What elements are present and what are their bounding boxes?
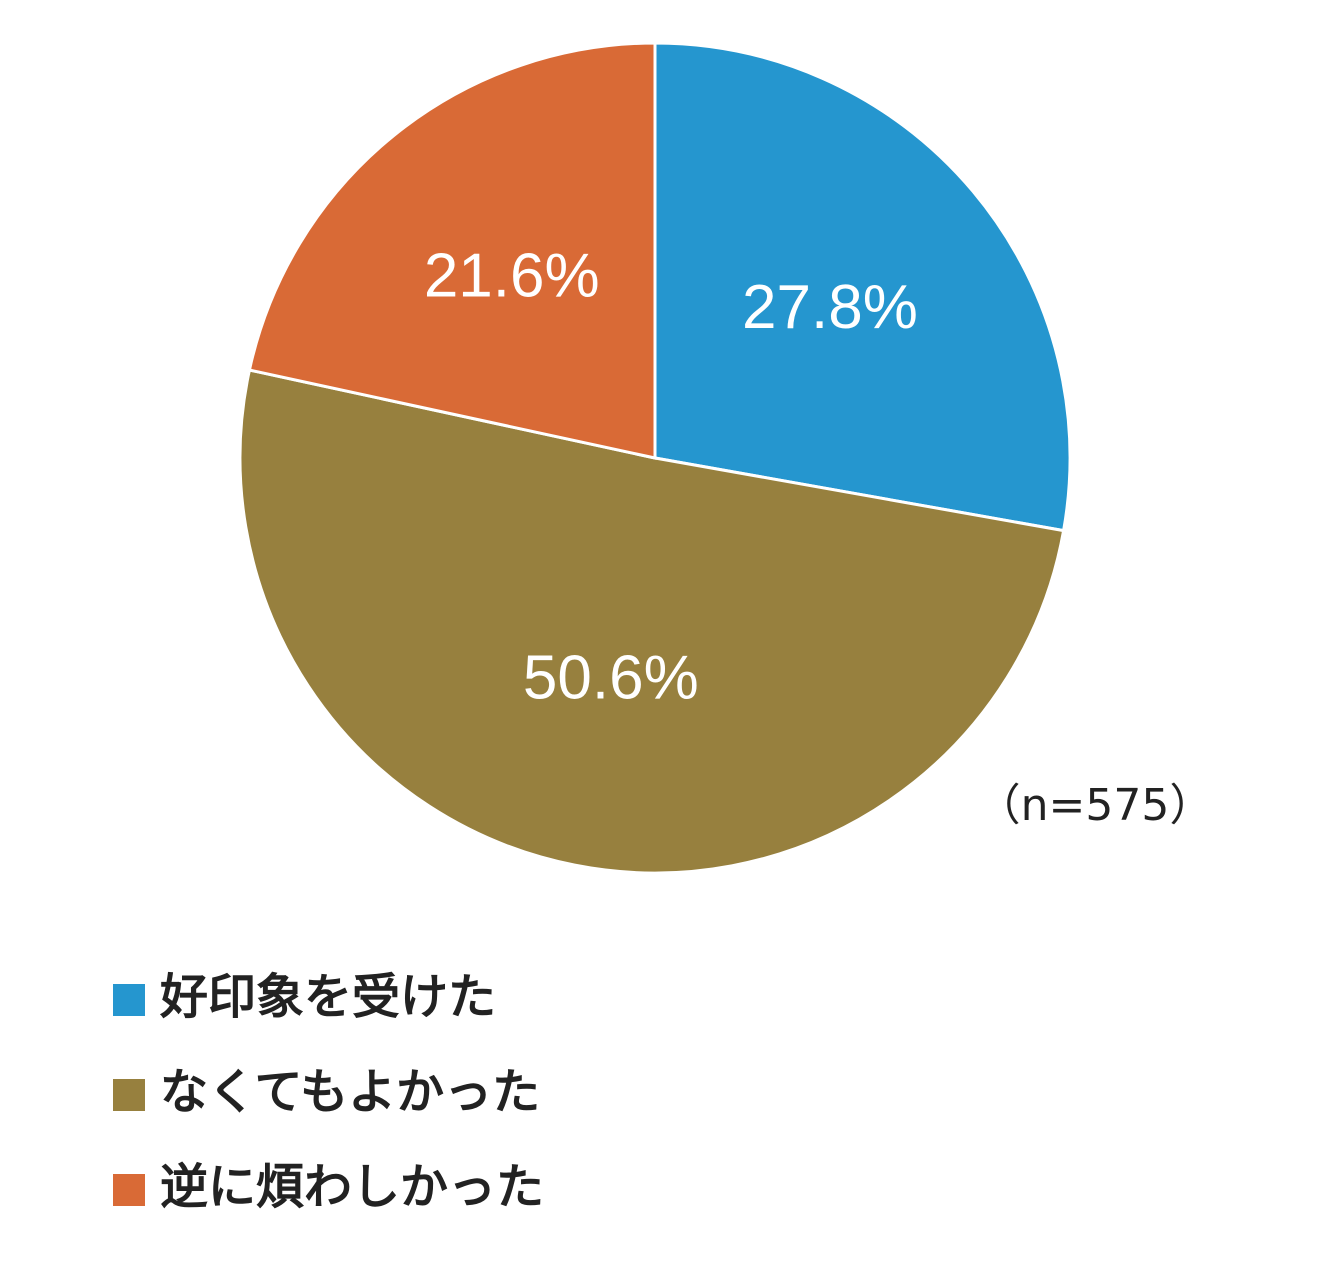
legend-label: なくてもよかった [160,1064,540,1120]
value-label: 27.8% [742,273,918,342]
value-label: 21.6% [424,242,600,311]
value-label: 50.6% [523,643,699,712]
legend-swatch [113,984,145,1016]
pie-slice [238,368,1066,875]
legend-swatch [113,1174,145,1206]
legend-swatch [113,1079,145,1111]
legend-label: 逆に煩わしかった [160,1159,544,1215]
legend-label: 好印象を受けた [159,969,496,1025]
pie-slice [653,41,1072,533]
pie-slice [247,41,657,460]
sample-size-note: （n=575） [977,780,1214,831]
